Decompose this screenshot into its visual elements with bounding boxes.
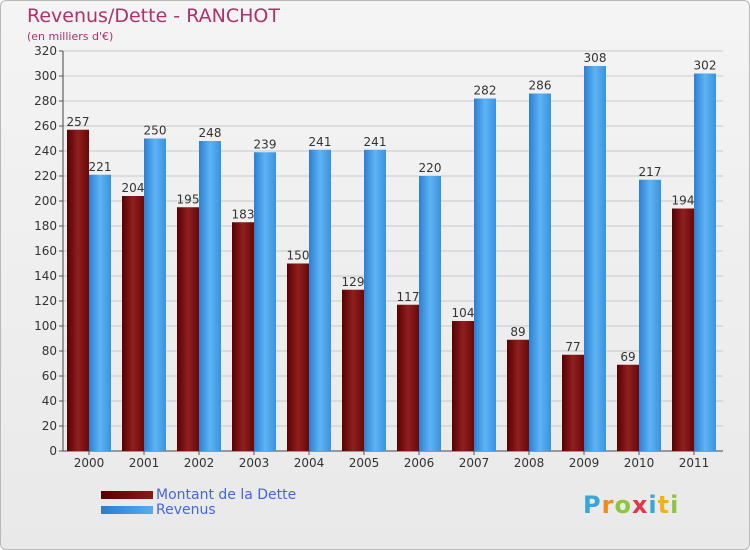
y-tick-label: 160 xyxy=(34,244,57,258)
data-label-dette: 194 xyxy=(672,194,695,208)
y-tick-label: 220 xyxy=(34,169,57,183)
data-label-dette: 89 xyxy=(510,325,525,339)
chart-subtitle: (en milliers d'€) xyxy=(27,30,114,43)
data-label-dette: 150 xyxy=(287,249,310,263)
data-label-revenus: 220 xyxy=(419,161,442,175)
data-label-dette: 183 xyxy=(232,207,255,221)
x-tick-label: 2002 xyxy=(184,456,215,470)
y-tick-label: 80 xyxy=(42,344,57,358)
legend-label-dette: Montant de la Dette xyxy=(156,486,297,503)
data-label-dette: 204 xyxy=(122,181,145,195)
logo-letter: t xyxy=(657,491,671,519)
x-tick-label: 2003 xyxy=(239,456,270,470)
data-label-revenus: 286 xyxy=(529,79,552,93)
data-label-revenus: 248 xyxy=(199,126,222,140)
y-tick-label: 180 xyxy=(34,219,57,233)
y-tick-label: 300 xyxy=(34,69,57,83)
y-tick-label: 0 xyxy=(49,444,57,458)
y-tick-label: 140 xyxy=(34,269,57,283)
y-tick-label: 20 xyxy=(42,419,57,433)
data-label-revenus: 308 xyxy=(584,51,607,65)
chart-title: Revenus/Dette - RANCHOT xyxy=(27,5,280,27)
y-tick-label: 100 xyxy=(34,319,57,333)
y-tick-label: 60 xyxy=(42,369,57,383)
data-label-revenus: 239 xyxy=(254,137,277,151)
legend-item-dette: Montant de la Dette xyxy=(101,486,297,503)
x-tick-label: 2007 xyxy=(459,456,490,470)
bar-dette xyxy=(232,222,254,451)
x-tick-label: 2005 xyxy=(349,456,380,470)
y-tick-label: 120 xyxy=(34,294,57,308)
bar-revenus xyxy=(419,176,441,451)
y-tick-label: 320 xyxy=(34,44,57,58)
bar-revenus xyxy=(199,141,221,451)
bar-dette xyxy=(342,289,364,451)
logo-letter: o xyxy=(614,491,632,519)
data-label-dette: 129 xyxy=(342,275,365,289)
bar-dette xyxy=(397,304,419,451)
bar-dette xyxy=(452,321,474,451)
x-tick-label: 2008 xyxy=(514,456,545,470)
data-label-revenus: 221 xyxy=(89,160,112,174)
bar-revenus xyxy=(639,179,661,451)
logo-letter: x xyxy=(631,491,649,519)
legend-swatch-dette xyxy=(101,490,153,499)
y-tick-label: 40 xyxy=(42,394,57,408)
bar-dette xyxy=(67,129,89,451)
legend-label-revenus: Revenus xyxy=(156,501,216,518)
data-label-revenus: 302 xyxy=(694,59,717,73)
data-label-dette: 77 xyxy=(565,340,580,354)
bar-dette xyxy=(672,208,694,451)
y-tick-label: 260 xyxy=(34,119,57,133)
bar-dette xyxy=(507,339,529,451)
x-tick-label: 2010 xyxy=(624,456,655,470)
data-label-revenus: 250 xyxy=(144,124,167,138)
bar-revenus xyxy=(309,149,331,451)
x-tick-label: 2009 xyxy=(569,456,600,470)
logo-letter: r xyxy=(601,491,615,519)
data-label-dette: 117 xyxy=(397,290,420,304)
bar-revenus xyxy=(144,138,166,451)
data-label-revenus: 217 xyxy=(639,165,662,179)
bar-revenus xyxy=(529,93,551,451)
y-tick-label: 240 xyxy=(34,144,57,158)
proxiti-logo: Proxiti xyxy=(583,491,679,519)
x-tick-label: 2004 xyxy=(294,456,325,470)
bar-dette xyxy=(122,196,144,451)
bar-dette xyxy=(287,263,309,451)
logo-letter: i xyxy=(670,491,680,519)
bar-revenus xyxy=(474,98,496,451)
legend-item-revenus: Revenus xyxy=(101,501,296,518)
y-tick-label: 280 xyxy=(34,94,57,108)
data-label-revenus: 241 xyxy=(364,135,387,149)
y-tick-label: 200 xyxy=(34,194,57,208)
bar-dette xyxy=(562,354,584,451)
bar-revenus xyxy=(364,149,386,451)
bar-revenus xyxy=(584,66,606,451)
chart-legend: Montant de la Dette Revenus xyxy=(101,486,297,518)
data-label-revenus: 241 xyxy=(309,135,332,149)
data-label-dette: 195 xyxy=(177,192,200,206)
logo-letter: P xyxy=(583,491,602,519)
bar-dette xyxy=(617,364,639,451)
x-tick-label: 2006 xyxy=(404,456,435,470)
bar-dette xyxy=(177,207,199,451)
data-label-dette: 104 xyxy=(452,306,475,320)
logo-letter: i xyxy=(648,491,658,519)
x-tick-label: 2001 xyxy=(129,456,160,470)
bar-revenus xyxy=(254,152,276,451)
data-label-dette: 69 xyxy=(620,350,635,364)
x-tick-label: 2011 xyxy=(679,456,710,470)
bar-revenus xyxy=(89,174,111,451)
x-tick-label: 2000 xyxy=(74,456,105,470)
bar-revenus xyxy=(694,73,716,451)
legend-swatch-revenus xyxy=(101,505,153,514)
data-label-revenus: 282 xyxy=(474,84,497,98)
data-label-dette: 257 xyxy=(67,115,90,129)
